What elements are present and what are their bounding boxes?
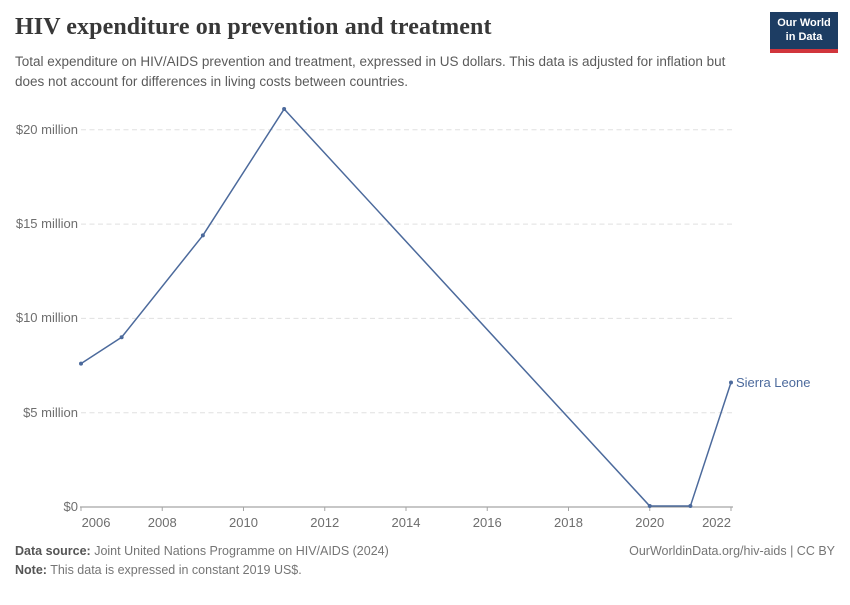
data-point-2006[interactable] [79, 361, 83, 366]
x-axis-label: 2022 [702, 515, 731, 530]
data-source-line: Data source: Joint United Nations Progra… [15, 544, 835, 558]
owid-logo-accent-bar [770, 49, 838, 53]
chart-subtitle: Total expenditure on HIV/AIDS prevention… [15, 54, 726, 89]
note-line: Note: This data is expressed in constant… [15, 563, 835, 577]
owid-logo[interactable]: Our World in Data [770, 12, 838, 53]
data-point-2021[interactable] [688, 504, 693, 509]
note-text: This data is expressed in constant 2019 … [46, 563, 302, 577]
x-axis-label: 2014 [391, 515, 421, 530]
y-axis-label: $20 million [15, 121, 78, 137]
data-point-2011[interactable] [282, 107, 287, 112]
y-axis-label: $0 [63, 499, 78, 514]
owid-logo-box: Our World in Data [770, 12, 838, 49]
data-point-2007[interactable] [119, 335, 124, 340]
x-axis-label: 2010 [229, 515, 258, 530]
y-axis-label: $5 million [23, 404, 78, 420]
page-title: HIV expenditure on prevention and treatm… [15, 14, 492, 40]
x-axis-label: 2020 [635, 515, 665, 530]
data-source-label: Data source: [15, 544, 91, 558]
data-line-sierra-leone[interactable] [80, 108, 732, 507]
owid-logo-line2: in Data [785, 30, 823, 43]
y-axis-label: $10 million [15, 310, 78, 326]
x-axis-label: 2016 [472, 515, 502, 530]
x-axis-label: 2012 [310, 515, 340, 530]
data-source-text: Joint United Nations Programme on HIV/AI… [90, 544, 389, 558]
x-axis-label: 2018 [554, 515, 583, 530]
footer-attribution: OurWorldinData.org/hiv-aids | CC BY [629, 544, 835, 558]
owid-logo-line1: Our World [777, 16, 831, 29]
data-point-2009[interactable] [200, 233, 205, 238]
y-axis-label: $15 million [15, 216, 78, 232]
x-axis-label: 2008 [147, 515, 177, 530]
x-axis-label: 2006 [81, 515, 111, 530]
chart-footer: Data source: Joint United Nations Progra… [15, 544, 835, 582]
series-end-label: Sierra Leone [736, 374, 811, 390]
note-label: Note: [15, 563, 47, 577]
data-point-2020[interactable] [647, 504, 652, 509]
data-point-2022[interactable] [729, 380, 733, 385]
